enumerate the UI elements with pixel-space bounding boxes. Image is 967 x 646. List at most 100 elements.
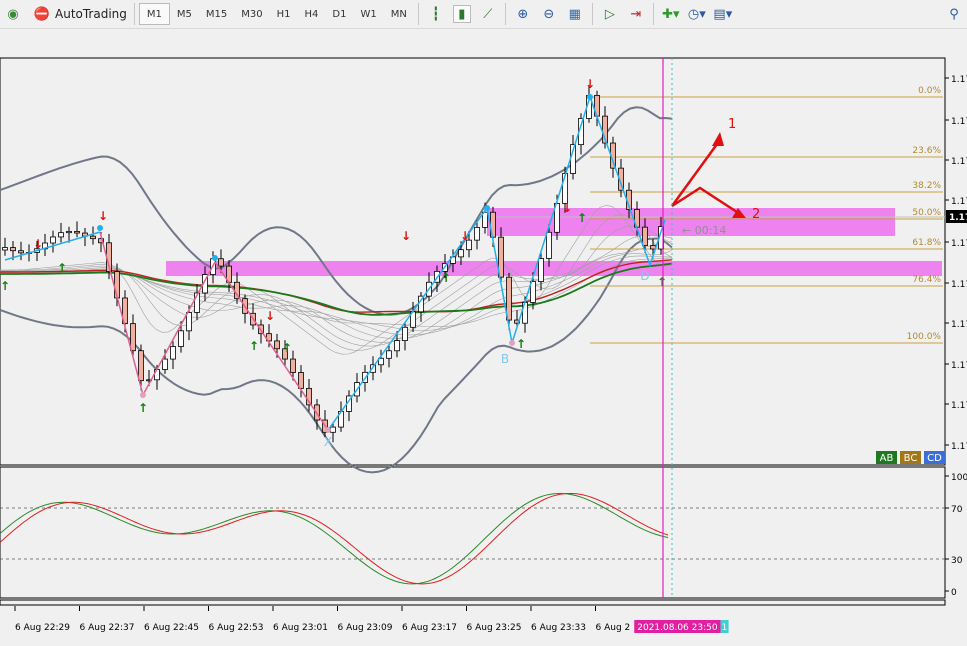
timeframe-m30[interactable]: M30 (241, 8, 263, 20)
candle-body (58, 232, 64, 238)
zigzag-blue-start (4, 231, 101, 261)
candle-body (538, 258, 544, 282)
leg-badge-bc[interactable] (900, 451, 921, 464)
buy-arrow-icon: ↑ (57, 261, 67, 275)
buy-arrow-icon: ↑ (0, 279, 10, 293)
timeframe-w1[interactable]: W1 (360, 8, 377, 20)
buy-arrow-icon: ↑ (282, 341, 292, 355)
fib-level-label: 38.2% (912, 181, 941, 191)
arrowhead-icon (712, 132, 724, 146)
price-chart[interactable]: 0.0% 23.6% 38.2% 50.0% 61.8% 76.4% 100.0% X B D ↓… (0, 55, 967, 646)
leg-badge-cd[interactable] (924, 451, 945, 464)
cursor-time-badge (634, 620, 721, 633)
sell-arrow-icon: ↓ (33, 237, 43, 251)
annotation-label-1: 1 (728, 117, 736, 132)
candle-body (178, 330, 184, 347)
timeframe-h4[interactable]: H4 (304, 8, 319, 20)
arrowhead-icon (732, 208, 746, 218)
time-label: 6 Aug 23:09 (338, 623, 393, 633)
oscillator-area (0, 466, 946, 599)
sell-arrow-icon: ↓ (585, 77, 595, 91)
timeframe-h1[interactable]: H1 (276, 8, 291, 20)
buy-arrow-icon: ↑ (577, 211, 587, 225)
annotation-arrow-1 (670, 139, 722, 207)
annotation-label-2: 2 (752, 207, 760, 222)
sell-arrow-icon: ↓ (562, 201, 572, 215)
candle-body (194, 292, 200, 313)
candlestick-icon[interactable]: ▮ (452, 5, 471, 23)
templates-icon[interactable]: ▤▾ (713, 6, 733, 22)
pivot-dot (97, 225, 103, 231)
tile-windows-icon[interactable]: ▦ (568, 6, 581, 22)
moving-average (0, 255, 673, 331)
fib-level-label: 100.0% (907, 332, 942, 342)
autoscroll-icon[interactable]: ▷ (604, 6, 615, 22)
moving-average (0, 205, 673, 355)
candle-body (506, 276, 512, 321)
time-label: 6 Aug 23:33 (531, 623, 586, 633)
bar-chart-icon[interactable]: ┇ (431, 6, 440, 22)
autotrading-button[interactable]: ⛔ AutoTrading (26, 2, 130, 26)
timeframe-d1[interactable]: D1 (332, 8, 347, 20)
leg-badge-ab[interactable] (876, 451, 897, 464)
time-label: 6 Aug 23:01 (273, 623, 328, 633)
timeframe-m15[interactable]: M15 (205, 8, 228, 20)
bollinger-lower (0, 237, 673, 474)
candle-body (466, 239, 472, 251)
price-label: 1.17 (951, 442, 967, 452)
zigzag-pink (99, 231, 329, 431)
search-icon[interactable]: ⚲ (949, 6, 959, 22)
line-chart-icon[interactable]: ⟋ (483, 6, 493, 22)
candle-body (370, 364, 376, 373)
price-label: 1.17 (951, 239, 967, 249)
timeframe-mn[interactable]: MN (390, 8, 407, 20)
stochastic-main-line (0, 492, 669, 585)
fib-level-label: 50.0% (912, 208, 941, 218)
candle-body (546, 231, 552, 259)
stochastic-signal-line (0, 493, 669, 585)
candle-body (138, 350, 144, 382)
buy-arrow-icon: ↑ (441, 271, 451, 285)
time-label: 6 Aug 2 (596, 623, 631, 633)
buy-arrow-icon: ↑ (138, 401, 148, 415)
connection-icon[interactable]: ◉ (7, 6, 19, 22)
price-label: 1.17 (951, 361, 967, 371)
candle-body (18, 250, 24, 254)
price-label: 1.17 (951, 401, 967, 411)
periods-icon[interactable]: ◷▾ (687, 6, 706, 22)
buy-arrow-icon: ↑ (249, 339, 259, 353)
time-label: 6 Aug 23:25 (467, 623, 522, 633)
candle-body (90, 235, 96, 240)
bollinger-upper (0, 106, 673, 316)
divider (591, 3, 593, 25)
candle-body (74, 231, 80, 234)
time-label: 6 Aug 22:29 (15, 623, 70, 633)
leg-badge-label: CD (927, 453, 942, 464)
divider (417, 3, 419, 25)
pivot-dot (140, 392, 146, 398)
buy-arrow-icon: ↑ (657, 275, 667, 289)
price-label: 1.17 (951, 117, 967, 127)
candle-body (274, 340, 280, 350)
candle-body (122, 297, 128, 325)
leg-badge-label: AB (880, 453, 894, 464)
timeframe-m1[interactable]: M1 (138, 3, 170, 25)
sell-arrow-icon: ↓ (265, 309, 275, 323)
divider (133, 3, 135, 25)
zoom-in-icon[interactable]: ⊕ (517, 6, 529, 22)
timeframe-m5[interactable]: M5 (176, 8, 192, 20)
zoom-out-icon[interactable]: ⊖ (543, 6, 555, 22)
candle-body (218, 258, 224, 267)
indicators-icon[interactable]: ✚▾ (662, 6, 680, 22)
price-label: 1.17 (951, 320, 967, 330)
candle-body (330, 426, 336, 433)
pattern-point-d: D (640, 269, 649, 283)
candle-body (186, 312, 192, 332)
time-label: 6 Aug 22:53 (209, 623, 264, 633)
pivot-dot (509, 340, 515, 346)
divider (652, 3, 654, 25)
fib-level-label: 61.8% (912, 238, 941, 248)
chart-shift-icon[interactable]: ⇥ (630, 6, 642, 22)
candle-body (298, 372, 304, 389)
cursor-time-label: 2021.08.06 23:50 (637, 623, 718, 633)
